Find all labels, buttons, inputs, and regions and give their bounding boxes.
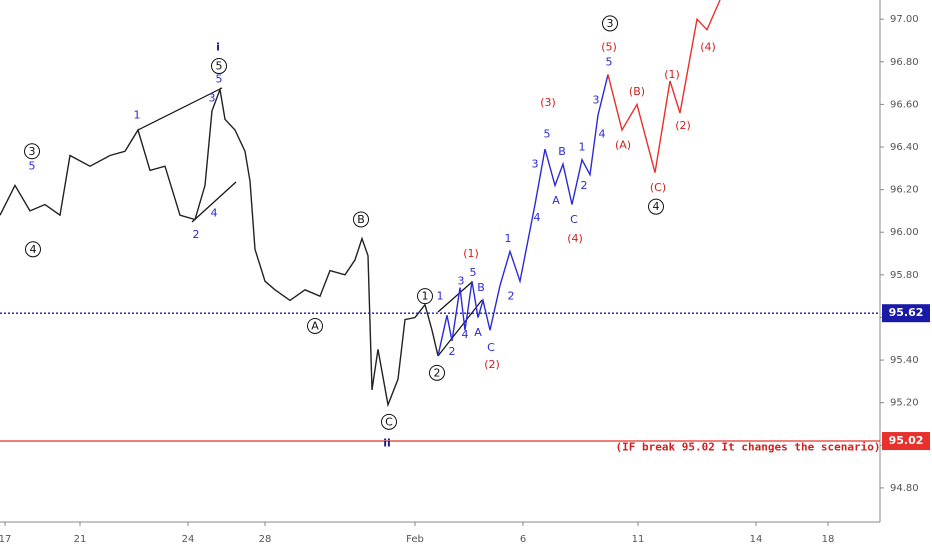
wave-label: 3	[532, 158, 539, 171]
wave-label: 4	[534, 211, 541, 224]
wave-label: 4	[211, 207, 218, 220]
wave-label: 5	[544, 128, 551, 141]
wave-label: B	[558, 145, 566, 158]
y-tick-label: 95.80	[890, 270, 919, 281]
wave-label: 4	[30, 243, 37, 256]
wave-label: (4)	[567, 232, 583, 245]
wave-circle	[353, 211, 369, 228]
level-tag	[882, 304, 930, 323]
wave-label: (C)	[650, 181, 666, 194]
wave-label: 1	[134, 109, 141, 122]
wave-label: 2	[508, 290, 515, 303]
price-line	[437, 74, 609, 356]
y-tick-label: 96.60	[890, 99, 919, 110]
wave-label: A	[552, 194, 560, 207]
y-tick-label: 97.00	[890, 14, 919, 25]
wave-circle	[417, 288, 433, 305]
x-tick-label: 14	[750, 534, 763, 545]
wave-label: (3)	[540, 96, 556, 109]
wave-label: 5	[29, 160, 36, 173]
wave-circle	[24, 143, 40, 160]
wave-label: 1	[579, 141, 586, 154]
wave-label: B	[477, 281, 485, 294]
level-tag	[882, 432, 930, 451]
wave-label: ii	[383, 437, 391, 450]
wave-circle	[211, 58, 227, 75]
wave-label: (1)	[664, 68, 680, 81]
y-tick-label: 96.40	[890, 142, 919, 153]
wave-label: 5	[606, 55, 613, 68]
wave-circle	[648, 198, 664, 215]
wave-label: i	[216, 40, 220, 53]
x-tick-label: 17	[0, 534, 11, 545]
wave-circle	[602, 15, 618, 32]
wave-label: 3	[209, 92, 216, 105]
x-tick-label: 18	[822, 534, 835, 545]
wave-circle	[307, 317, 323, 334]
wave-label: (B)	[629, 85, 645, 98]
wave-label: 4	[599, 128, 606, 141]
wave-label: 3	[458, 275, 465, 288]
wave-label: 1	[422, 290, 429, 303]
x-tick-label: 28	[259, 534, 272, 545]
note: (IF break 95.02 It changes the scenario)	[616, 440, 881, 453]
level-label: 95.02	[889, 434, 924, 447]
wave-label: 5	[470, 266, 477, 279]
wave-label: (4)	[700, 40, 716, 53]
wave-label: 4	[462, 328, 469, 341]
trendlines	[137, 87, 483, 357]
wave-circle	[429, 364, 445, 381]
wave-circle	[381, 413, 397, 430]
x-tick-label: 11	[632, 534, 645, 545]
wave-label: C	[385, 415, 393, 428]
wave-label: 1	[437, 290, 444, 303]
x-tick-label: 6	[520, 534, 526, 545]
wave-label: 3	[593, 94, 600, 107]
wave-label: (A)	[615, 138, 631, 151]
y-tick-label: 96.20	[890, 185, 919, 196]
wave-label: 2	[434, 366, 441, 379]
wave-label: (1)	[463, 247, 479, 260]
y-tick-label: 94.80	[890, 483, 919, 494]
y-tick-label: 95.40	[890, 355, 919, 366]
x-tick-label: 24	[182, 534, 195, 545]
wave-circle	[25, 241, 41, 258]
wave-label: 2	[193, 228, 200, 241]
wave-label: 2	[449, 345, 456, 358]
trendline	[137, 87, 223, 131]
x-tick-label: 21	[74, 534, 87, 545]
wave-label: C	[570, 213, 578, 226]
wave-label: A	[474, 326, 482, 339]
wave-label: 2	[581, 179, 588, 192]
wave-label: 4	[653, 200, 660, 213]
price-line	[0, 86, 439, 408]
wave-label: B	[357, 213, 365, 226]
wave-label: (5)	[601, 40, 617, 53]
y-tick-label: 96.80	[890, 57, 919, 68]
wave-label: 1	[505, 232, 512, 245]
wave-label: A	[311, 319, 319, 332]
trendline	[437, 281, 473, 313]
wave-label: C	[487, 341, 495, 354]
x-tick-label: Feb	[406, 534, 424, 545]
y-tick-label: 96.00	[890, 227, 919, 238]
wave-label: 3	[29, 145, 36, 158]
trendline	[191, 181, 237, 223]
wave-label: 5	[216, 60, 223, 73]
wave-label: (2)	[675, 119, 691, 132]
wave-label: 3	[607, 17, 614, 30]
level-label: 95.62	[889, 306, 924, 319]
wave-label: (2)	[484, 358, 500, 371]
price-line	[607, 0, 721, 173]
trendline	[437, 299, 483, 357]
y-tick-label: 95.20	[890, 398, 919, 409]
wave-label: 5	[216, 72, 223, 85]
